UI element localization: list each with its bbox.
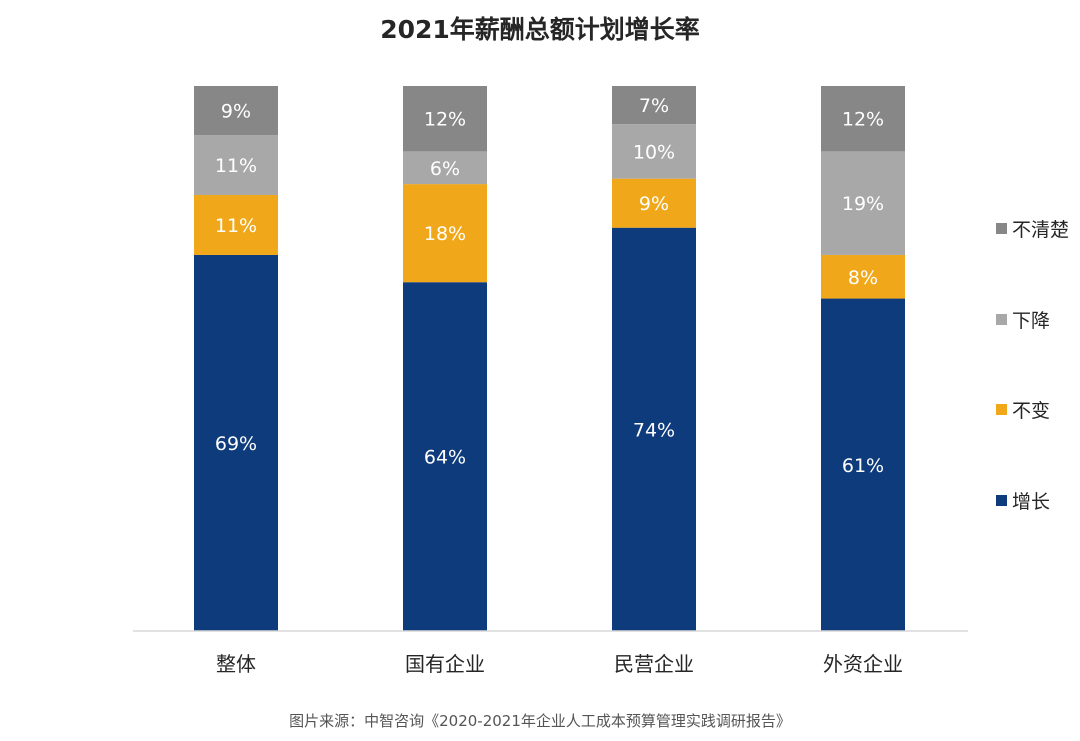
- data-label: 7%: [639, 95, 669, 117]
- bar-segment: [612, 178, 696, 228]
- data-label: 74%: [633, 419, 675, 441]
- data-label: 18%: [424, 223, 466, 245]
- data-label: 69%: [215, 433, 257, 455]
- x-tick-label: 外资企业: [823, 652, 903, 676]
- data-label: 10%: [633, 141, 675, 163]
- source-note: 图片来源：中智咨询《2020-2021年企业人工成本预算管理实践调研报告》: [289, 712, 791, 730]
- x-tick-label: 整体: [216, 652, 256, 676]
- data-label: 12%: [842, 109, 884, 131]
- legend-swatch: [996, 314, 1007, 325]
- x-tick-label: 民营企业: [614, 652, 694, 676]
- legend-swatch: [996, 223, 1007, 234]
- bar-segment: [403, 282, 487, 631]
- legend-swatch: [996, 404, 1007, 415]
- bar-segment: [821, 151, 905, 255]
- data-label: 11%: [215, 215, 257, 237]
- bar-segment: [821, 254, 905, 299]
- bar-segment: [403, 151, 487, 185]
- bars-group: 69% 11% 11% 9% 64% 18% 6% 12% 74% 9% 10% 7% 61% 8% 19%…: [194, 86, 905, 631]
- bar-segment: [612, 86, 696, 125]
- bar-segment: [821, 298, 905, 631]
- legend-label: 下降: [1012, 310, 1050, 332]
- data-label: 8%: [848, 267, 878, 289]
- bar-segment: [821, 86, 905, 152]
- data-label: 9%: [639, 193, 669, 215]
- chart-title: 2021年薪酬总额计划增长率: [380, 15, 700, 44]
- legend-label: 增长: [1012, 491, 1050, 513]
- bar-segment: [194, 135, 278, 195]
- bar-segment: [403, 184, 487, 283]
- bar-segment: [194, 195, 278, 255]
- data-label: 9%: [221, 101, 251, 123]
- data-label: 11%: [215, 155, 257, 177]
- bar-segment: [403, 86, 487, 152]
- bar-segment: [612, 124, 696, 179]
- legend-label: 不清楚: [1012, 219, 1069, 241]
- data-label: 12%: [424, 109, 466, 131]
- legend-label: 不变: [1012, 400, 1050, 422]
- x-tick-label: 国有企业: [405, 652, 485, 676]
- bar-segment: [194, 254, 278, 631]
- data-label: 6%: [430, 158, 460, 180]
- bar-segment: [194, 86, 278, 136]
- data-label: 19%: [842, 193, 884, 215]
- data-label: 64%: [424, 447, 466, 469]
- x-axis-ticks: 整体 国有企业 民营企业 外资企业: [216, 652, 903, 676]
- bar-segment: [612, 227, 696, 631]
- data-label: 61%: [842, 455, 884, 477]
- legend-swatch: [996, 495, 1007, 506]
